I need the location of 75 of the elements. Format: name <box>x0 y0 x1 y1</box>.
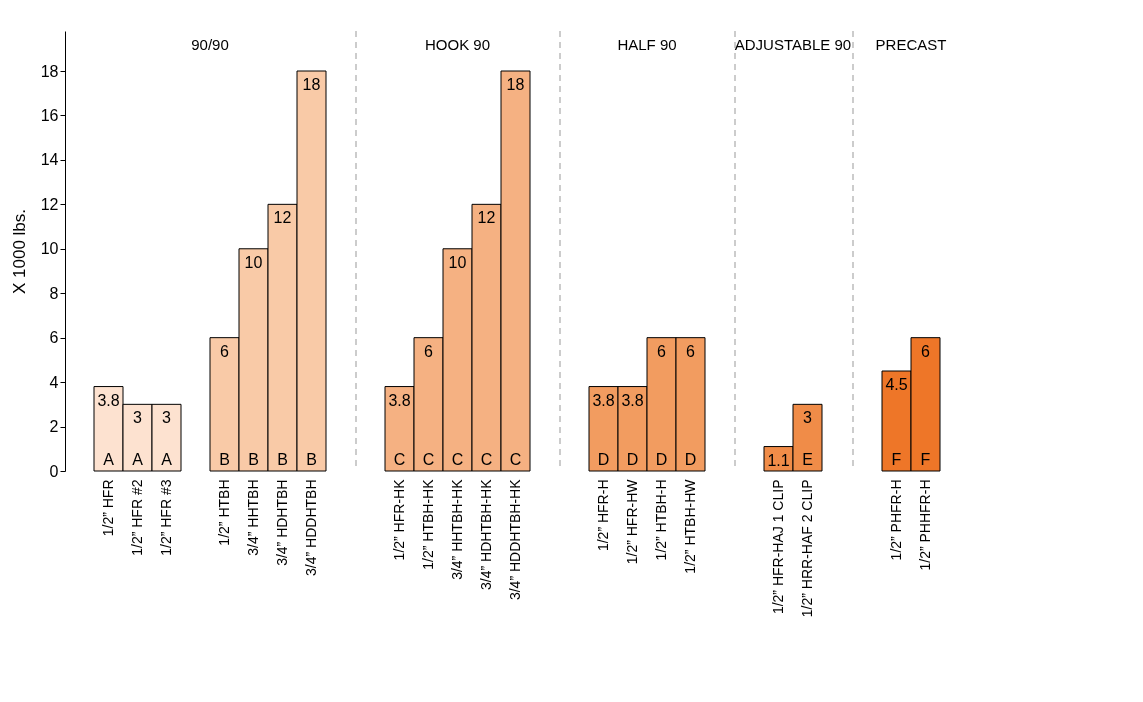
x-tick-label: 1/2” PHHFR-H <box>916 479 933 571</box>
y-tick-label: 8 <box>49 284 59 302</box>
y-tick-label: 12 <box>40 195 59 213</box>
x-tick-label: 1/2” PHFR-H <box>887 479 904 561</box>
data-label: 18 <box>302 76 321 93</box>
data-label: 3.8 <box>388 391 411 409</box>
annotation: D <box>626 451 639 468</box>
data-label: 6 <box>424 342 434 360</box>
annotation: E <box>802 451 813 468</box>
annotation: C <box>393 451 406 468</box>
data-label: 3.8 <box>97 391 120 409</box>
x-tick-label: 1/2” HFR-H <box>594 479 611 552</box>
y-tick-label: 18 <box>40 62 59 80</box>
annotation: C <box>480 451 493 468</box>
data-label: 3.8 <box>592 391 615 409</box>
y-tick-label: 4 <box>49 373 59 391</box>
data-label: 6 <box>220 342 230 360</box>
annotation: B <box>306 451 317 468</box>
data-label: 6 <box>921 342 931 360</box>
x-tick-label: 1/2” HTBH-HW <box>681 478 698 574</box>
y-axis-title: X 1000 lbs. <box>9 208 29 295</box>
annotation: D <box>597 451 610 468</box>
data-label: 10 <box>448 253 467 271</box>
y-tick-label: 0 <box>49 462 59 480</box>
y-tick-label: 10 <box>40 240 59 258</box>
annotation: B <box>277 451 288 468</box>
annotation: F <box>891 451 902 468</box>
annotation: D <box>655 451 668 468</box>
data-label: 1.1 <box>767 451 790 469</box>
annotation: C <box>509 451 522 468</box>
data-label: 6 <box>686 342 696 360</box>
x-tick-label: 1/2” HTBH-H <box>652 479 669 561</box>
y-tick-label: 6 <box>49 329 59 347</box>
annotation: A <box>103 451 115 468</box>
annotation: C <box>422 451 435 468</box>
x-tick-label: 3/4” HDHTBH-HK <box>477 478 494 590</box>
chart-title: ADJUSTABLE 90 <box>734 35 852 53</box>
annotation: A <box>132 451 144 468</box>
chart-title: PRECAST <box>875 35 947 53</box>
y-tick-label: 16 <box>40 106 59 124</box>
x-tick-label: 1/2” HTBH <box>215 479 232 546</box>
x-tick-label: 3/4” HHTBH <box>244 479 261 556</box>
y-tick-label: 2 <box>49 418 59 436</box>
x-tick-label: 3/4” HDDHTBH <box>302 479 319 576</box>
x-tick-label: 1/2” HFR <box>99 479 116 537</box>
x-tick-label: 3/4” HHTBH-HK <box>448 478 465 580</box>
data-label: 12 <box>273 209 292 227</box>
annotation: A <box>161 451 173 468</box>
data-label: 6 <box>657 342 667 360</box>
data-label: 3.8 <box>621 391 644 409</box>
x-tick-label: 1/2” HTBH-HK <box>419 478 436 570</box>
x-tick-label: 1/2” HFR-HW <box>623 478 640 565</box>
data-label: 3 <box>803 409 813 427</box>
x-tick-label: 3/4” HDHTBH <box>273 479 290 566</box>
data-label: 3 <box>133 409 143 427</box>
x-tick-label: 1/2” HFR-HK <box>390 478 407 561</box>
x-tick-label: 1/2” HFR #2 <box>128 479 145 556</box>
annotation: B <box>248 451 259 468</box>
annotation: D <box>684 451 697 468</box>
data-label: 4.5 <box>885 376 908 393</box>
chart-title: HOOK 90 <box>424 35 491 53</box>
data-label: 3 <box>162 409 172 427</box>
x-tick-label: 1/2” HFR #3 <box>157 479 174 556</box>
x-tick-label: 3/4” HDDHTBH-HK <box>506 478 523 601</box>
data-label: 18 <box>506 76 525 93</box>
chart-title: HALF 90 <box>617 35 677 53</box>
x-tick-label: 1/2” HFR-HAJ 1 CLIP <box>769 479 786 615</box>
data-label: 10 <box>244 253 263 271</box>
annotation: F <box>920 451 931 468</box>
x-tick-label: 1/2” HRR-HAF 2 CLIP <box>798 479 815 618</box>
chart-title: 90/90 <box>191 36 229 53</box>
y-tick-label: 14 <box>40 151 59 169</box>
data-label: 12 <box>477 209 496 227</box>
annotation: B <box>219 451 230 468</box>
annotation: C <box>451 451 464 468</box>
